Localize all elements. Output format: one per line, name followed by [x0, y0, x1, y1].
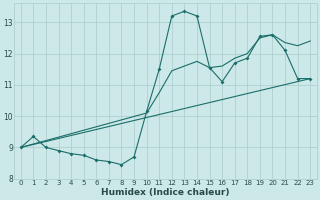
X-axis label: Humidex (Indice chaleur): Humidex (Indice chaleur)	[101, 188, 230, 197]
